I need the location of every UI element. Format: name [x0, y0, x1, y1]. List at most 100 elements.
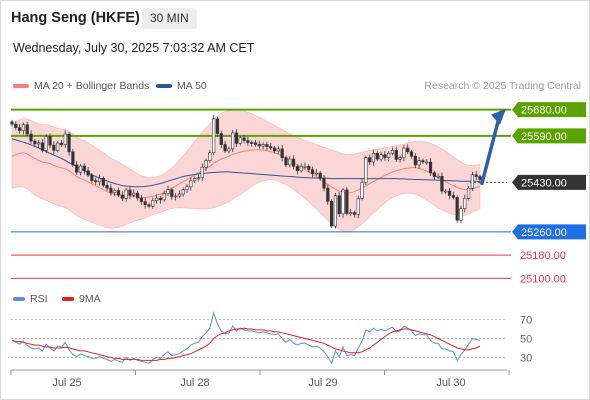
candle [193, 176, 197, 183]
candle [322, 175, 326, 192]
candle [116, 187, 121, 198]
candle-body [436, 175, 440, 178]
candle-body [63, 133, 67, 145]
candle [352, 210, 357, 218]
candle-body [310, 169, 315, 174]
candle [276, 146, 280, 155]
candle-body [345, 189, 349, 214]
candle-body [440, 175, 444, 192]
candle-body [272, 147, 277, 152]
candle [375, 151, 379, 162]
candle-body [387, 152, 391, 158]
candle-body [291, 158, 296, 167]
candle [390, 147, 395, 156]
candle-body [124, 189, 128, 199]
candle [101, 176, 105, 188]
candle [261, 142, 265, 150]
candle [360, 178, 364, 201]
candle-body [40, 142, 45, 151]
candle [333, 192, 338, 229]
price-label-25260.00: 25260.00 [512, 224, 586, 240]
candle-body [158, 197, 162, 201]
candle [330, 199, 334, 229]
candle-body [318, 172, 322, 179]
candle [421, 158, 425, 165]
candle [387, 151, 391, 162]
candle-body [231, 132, 235, 150]
price-label-text: 25180.00 [520, 250, 566, 262]
candle-body [109, 187, 113, 193]
candle-body [94, 180, 98, 183]
legend-rsi: RSI [13, 293, 48, 305]
candle [219, 130, 223, 149]
candle-body [90, 174, 94, 181]
candle [364, 155, 368, 185]
candle [383, 150, 387, 161]
candle [318, 171, 322, 181]
candle [37, 139, 41, 148]
rsi-line [11, 311, 481, 365]
candle [109, 184, 113, 196]
candle-body [280, 148, 284, 158]
candle-body [394, 150, 398, 160]
price-label-text: 25100.00 [520, 273, 566, 285]
9ma-label: 9MA [79, 293, 101, 305]
candle [406, 144, 410, 154]
candle-body [383, 154, 387, 158]
candle-body [86, 170, 90, 176]
candle [269, 142, 273, 151]
candle-body [132, 192, 136, 196]
candle-body [368, 157, 372, 163]
candle [394, 146, 398, 162]
candle-body [265, 144, 269, 147]
timeframe-badge[interactable]: 30 MIN [142, 8, 197, 29]
candle-body [352, 212, 357, 215]
candle [97, 174, 102, 186]
legend-ma20: MA 20 + Bollinger Bands [13, 80, 149, 92]
candle [132, 189, 136, 198]
candle-body [322, 177, 326, 189]
candle [314, 169, 318, 176]
rsi-tick-label: 50 [520, 334, 532, 346]
9ma-swatch [62, 297, 74, 301]
candle-body [18, 127, 22, 131]
candle-body [185, 186, 189, 190]
x-tick-label: Jul 28 [180, 377, 209, 389]
candle [428, 158, 433, 176]
ma50-swatch [156, 84, 172, 88]
candle-body [25, 124, 29, 135]
candle [18, 123, 22, 134]
candle [432, 170, 436, 181]
candle [253, 139, 258, 147]
candle [303, 162, 307, 169]
ma20-label: MA 20 + Bollinger Bands [34, 80, 150, 92]
candle [71, 148, 75, 167]
candle [63, 130, 67, 148]
candle [151, 197, 155, 209]
candle-body [284, 157, 288, 166]
candle-body [204, 160, 208, 168]
candle [177, 190, 182, 199]
instrument-title: Hang Seng (HKFE) [11, 10, 140, 26]
rsi-label: RSI [30, 293, 48, 305]
candle-body [238, 137, 242, 144]
candle [40, 139, 45, 153]
candle [158, 196, 162, 204]
candle-body [466, 187, 471, 199]
candle-body [59, 142, 64, 145]
candle-body [253, 142, 258, 145]
price-label-text: 25680.00 [521, 105, 567, 117]
candle-body [432, 172, 436, 177]
candle-body [215, 118, 220, 134]
bollinger-band [11, 109, 481, 233]
candle-body [417, 160, 421, 166]
candle-body [174, 195, 178, 198]
candle-body [97, 177, 102, 183]
candle [223, 140, 227, 153]
x-tick-label: Jul 29 [308, 377, 337, 389]
candle-body [135, 192, 140, 199]
candle [94, 177, 98, 185]
candle [478, 174, 482, 184]
candle-body [409, 151, 414, 157]
candle-body [299, 166, 303, 172]
